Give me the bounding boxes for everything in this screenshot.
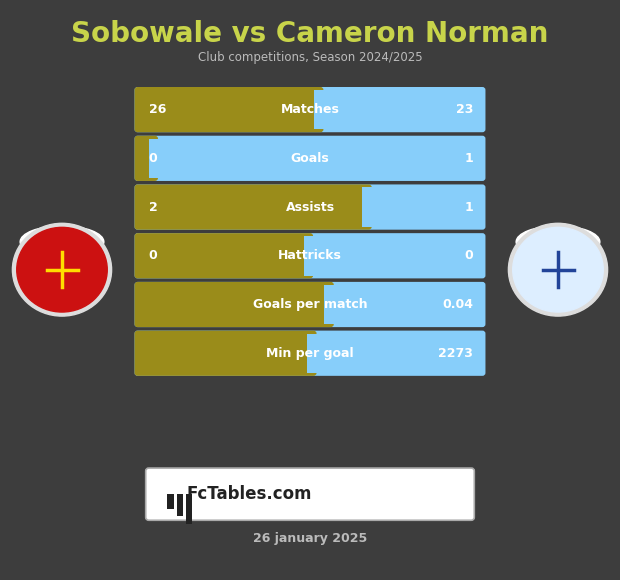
Text: 0: 0 [149,152,157,165]
Bar [363,187,482,227]
FancyBboxPatch shape [135,184,372,230]
Ellipse shape [516,226,600,258]
FancyBboxPatch shape [135,282,334,327]
Text: Min per goal: Min per goal [266,347,354,360]
FancyBboxPatch shape [135,136,485,181]
Bar [304,236,482,276]
Circle shape [12,223,112,316]
Circle shape [508,223,608,316]
Text: Club competitions, Season 2024/2025: Club competitions, Season 2024/2025 [198,51,422,64]
FancyBboxPatch shape [135,87,324,132]
Text: 1: 1 [464,201,473,213]
Text: 23: 23 [456,103,473,116]
Bar [308,334,482,373]
FancyBboxPatch shape [135,331,317,376]
Circle shape [513,227,603,312]
Text: Hattricks: Hattricks [278,249,342,262]
FancyBboxPatch shape [135,282,485,327]
Text: 2: 2 [149,201,157,213]
FancyBboxPatch shape [135,331,485,376]
Text: 0: 0 [149,249,157,262]
Bar [314,90,482,129]
FancyBboxPatch shape [135,184,485,230]
Text: 1: 1 [464,152,473,165]
FancyBboxPatch shape [135,233,485,278]
FancyBboxPatch shape [135,233,313,278]
Text: FcTables.com: FcTables.com [186,485,311,503]
Bar [177,494,183,516]
Text: Goals: Goals [291,152,329,165]
Text: Matches: Matches [281,103,339,116]
Bar [186,494,192,524]
Text: 0.04: 0.04 [442,298,473,311]
Text: 0: 0 [464,249,473,262]
Bar [324,285,482,324]
Text: 26 january 2025: 26 january 2025 [253,532,367,545]
Bar [167,494,174,509]
FancyBboxPatch shape [135,136,158,181]
Text: 26: 26 [149,103,166,116]
Bar [149,139,482,178]
Ellipse shape [20,226,104,258]
Text: Sobowale vs Cameron Norman: Sobowale vs Cameron Norman [71,20,549,48]
Text: Assists: Assists [285,201,335,213]
Text: 2273: 2273 [438,347,473,360]
Circle shape [17,227,107,312]
FancyBboxPatch shape [135,87,485,132]
Text: Goals per match: Goals per match [253,298,367,311]
FancyBboxPatch shape [146,468,474,520]
